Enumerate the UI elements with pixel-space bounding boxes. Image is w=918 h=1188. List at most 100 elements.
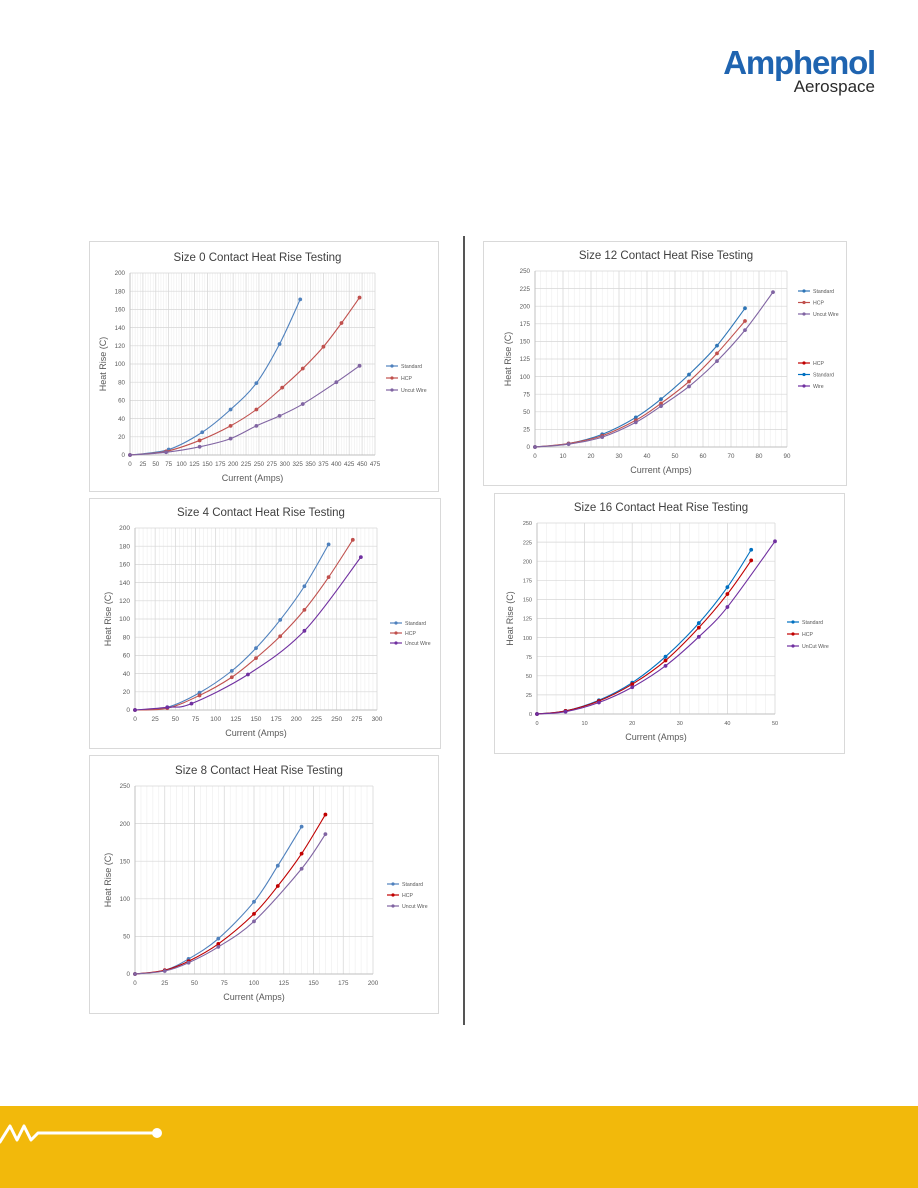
y-tick-label: 50	[523, 409, 530, 416]
legend-marker	[802, 289, 806, 293]
x-tick-label: 150	[308, 980, 319, 987]
chart-title: Size 0 Contact Heat Rise Testing	[174, 252, 342, 264]
data-point-standard	[326, 542, 331, 547]
data-point-hcp	[715, 351, 719, 356]
x-tick-label: 300	[280, 461, 291, 468]
legend-label: UnCut Wire	[802, 644, 829, 650]
x-tick-label: 50	[191, 980, 198, 987]
series-line-uncut-wire	[534, 291, 774, 448]
x-tick-label: 30	[616, 453, 623, 460]
y-tick-label: 100	[115, 361, 126, 368]
y-tick-label: 100	[523, 636, 532, 642]
y-tick-label: 250	[520, 268, 531, 275]
legend-marker	[791, 620, 795, 624]
data-point-hcp	[696, 625, 701, 630]
x-tick-label: 50	[672, 453, 679, 460]
x-tick-label: 225	[311, 716, 322, 723]
series-line-hcp	[134, 814, 326, 975]
x-tick-label: 250	[254, 461, 265, 468]
y-tick-label: 0	[527, 444, 531, 451]
x-tick-label: 0	[533, 453, 537, 460]
chart-svg: Size 8 Contact Heat Rise Testing 0 25 50 75 1…	[103, 765, 428, 1002]
series-line-uncut-wire	[536, 541, 776, 715]
chart-title: Size 8 Contact Heat Rise Testing	[175, 765, 343, 777]
y-tick-label: 160	[119, 562, 130, 569]
x-tick-label: 25	[161, 980, 168, 987]
legend-marker	[791, 632, 795, 636]
legend-marker	[390, 364, 394, 368]
legend-item-hcp: HCP	[787, 632, 813, 638]
x-tick-label: 50	[772, 721, 778, 727]
data-point-hcp	[228, 423, 233, 428]
legend-label: HCP	[813, 300, 824, 306]
x-tick-label: 100	[210, 716, 221, 723]
data-point-hcp	[300, 366, 305, 371]
x-axis-label: Current (Amps)	[223, 992, 285, 1002]
legend-marker	[394, 621, 398, 625]
data-point-hcp	[197, 693, 202, 698]
legend-label: HCP	[813, 361, 824, 367]
data-point-uncut-wire	[771, 290, 775, 295]
data-point-uncut-wire	[133, 972, 137, 976]
legend-item-uncut-wire: Uncut Wire	[386, 388, 427, 394]
x-tick-label: 70	[728, 453, 735, 460]
data-point-uncut-wire	[277, 413, 282, 418]
data-point-uncut-wire	[216, 945, 221, 949]
footer-band	[0, 1106, 918, 1188]
x-tick-label: 125	[279, 980, 290, 987]
y-tick-label: 120	[115, 343, 126, 350]
legend-item-hcp: HCP	[386, 376, 412, 382]
data-point-uncut-wire	[563, 709, 568, 714]
legend-label: Standard	[813, 372, 834, 378]
data-point-hcp	[280, 385, 285, 390]
data-point-standard	[278, 618, 283, 622]
data-point-hcp	[275, 884, 280, 888]
data-point-uncut-wire	[302, 628, 307, 633]
y-tick-label: 160	[115, 307, 126, 314]
data-point-standard	[659, 397, 663, 402]
data-point-hcp	[252, 911, 256, 916]
y-tick-label: 140	[119, 580, 130, 587]
chart-size-16: Size 16 Contact Heat Rise Testing 0 10 20 30…	[494, 493, 845, 754]
y-tick-label: 100	[120, 896, 131, 903]
y-tick-label: 60	[118, 398, 125, 405]
data-point-uncut-wire	[246, 672, 250, 677]
data-point-uncut-wire	[696, 634, 701, 639]
x-tick-label: 275	[267, 461, 278, 468]
data-point-hcp	[326, 575, 331, 580]
legend-item-standard: Standard	[387, 882, 423, 888]
legend-marker	[390, 376, 394, 380]
x-tick-label: 250	[331, 716, 342, 723]
y-tick-label: 150	[520, 339, 531, 346]
legend-label: Standard	[405, 621, 426, 627]
y-tick-label: 100	[119, 616, 130, 623]
data-point-uncut-wire	[533, 445, 537, 449]
data-point-hcp	[659, 401, 663, 406]
legend-item-wire: Wire	[798, 384, 824, 390]
data-point-uncut-wire	[165, 705, 170, 710]
y-tick-label: 100	[520, 374, 531, 381]
legend-marker	[802, 300, 806, 305]
data-point-uncut-wire	[323, 832, 328, 837]
x-tick-label: 175	[215, 461, 226, 468]
data-point-standard	[696, 621, 701, 625]
y-tick-label: 125	[520, 356, 531, 363]
y-tick-label: 125	[523, 617, 532, 623]
legend-marker	[791, 644, 795, 648]
data-point-standard	[633, 415, 638, 420]
legend-label: Uncut Wire	[405, 641, 431, 647]
data-point-hcp	[302, 608, 307, 612]
data-point-uncut-wire	[358, 555, 363, 560]
x-tick-label: 50	[152, 461, 159, 468]
series-line-hcp	[129, 297, 360, 456]
data-point-standard	[302, 584, 307, 589]
legend-label: HCP	[802, 632, 813, 638]
legend-marker	[802, 361, 806, 365]
series-line-hcp	[534, 320, 746, 448]
x-tick-label: 225	[241, 461, 252, 468]
x-tick-label: 475	[370, 461, 381, 468]
chart-size-0: Size 0 Contact Heat Rise Testing 0 25 50 75 1…	[89, 241, 439, 492]
data-point-standard	[299, 824, 304, 829]
data-point-hcp	[197, 438, 202, 443]
x-tick-label: 400	[331, 461, 342, 468]
